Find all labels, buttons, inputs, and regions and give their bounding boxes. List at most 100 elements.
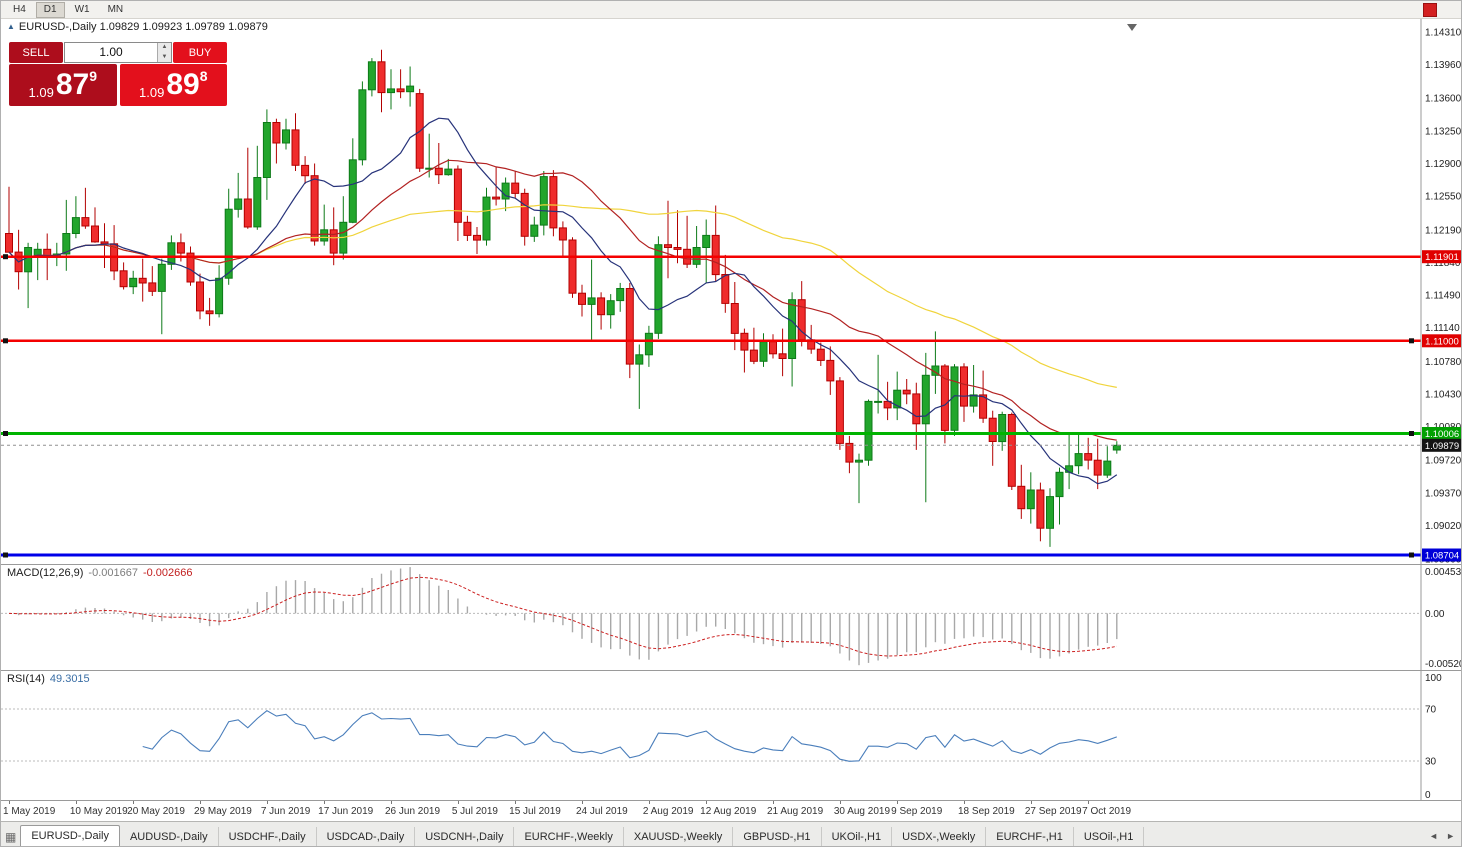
volume-down-icon[interactable]: ▼	[158, 52, 171, 62]
moving-average-lines	[8, 117, 1118, 485]
macd-histogram	[17, 567, 1118, 666]
timeframe-button-w1[interactable]: W1	[74, 3, 90, 15]
chart-tab-gbpusd-h1[interactable]: GBPUSD-,H1	[733, 827, 822, 846]
volume-up-icon[interactable]: ▲	[158, 43, 171, 53]
svg-text:1.10430: 1.10430	[1425, 389, 1462, 400]
chart-tab-eurusd-daily[interactable]: EURUSD-,Daily	[20, 825, 120, 846]
date-tick	[200, 801, 201, 804]
sell-price-prefix: 1.09	[28, 85, 54, 100]
chart-tab-eurchf-h1[interactable]: EURCHF-,H1	[986, 827, 1074, 846]
tab-scroll-left-icon[interactable]: ◄	[1429, 831, 1439, 841]
date-tick	[324, 801, 326, 804]
svg-text:1.09370: 1.09370	[1425, 488, 1462, 499]
date-label: 2 Aug 2019	[642, 806, 694, 817]
chart-tab-usdx-weekly[interactable]: USDX-,Weekly	[892, 827, 987, 846]
chart-tab-usdcad-daily[interactable]: USDCAD-,Daily	[317, 827, 416, 846]
chart-tab-audusd-daily[interactable]: AUDUSD-,Daily	[120, 827, 219, 846]
svg-text:1.09879: 1.09879	[1425, 441, 1459, 452]
date-label: 5 Jul 2019	[451, 806, 498, 817]
volume-box: 1.00 ▲ ▼	[64, 42, 172, 63]
svg-text:1.11490: 1.11490	[1425, 291, 1461, 302]
date-tick	[964, 801, 965, 804]
sell-price-button[interactable]: 1.09 87 9	[9, 64, 117, 106]
timeframe-button-d1[interactable]: D1	[35, 1, 65, 18]
chart-list-icon[interactable]: ▦	[5, 830, 17, 844]
rsi-label: RSI(14) 49.3015	[7, 673, 90, 685]
chart-tab-usdcnh-daily[interactable]: USDCNH-,Daily	[415, 827, 515, 846]
level-lines	[1, 254, 1421, 558]
chart-tab-usoil-h1[interactable]: USOil-,H1	[1074, 827, 1145, 846]
chart-tab-usdchf-daily[interactable]: USDCHF-,Daily	[219, 827, 317, 846]
svg-text:1.11000: 1.11000	[1425, 336, 1459, 347]
date-tick	[75, 801, 77, 804]
chart-tab-ukoil-h1[interactable]: UKOil-,H1	[822, 827, 893, 846]
chart-symbol-icon: ▲	[7, 22, 15, 31]
date-label: 15 Jul 2019	[509, 806, 561, 817]
macd-name: MACD(12,26,9)	[7, 567, 84, 579]
sell-price-big: 87	[55, 68, 90, 101]
macd-axis: 0.004536 0.00 -0.005205	[1425, 567, 1462, 670]
date-label: 20 May 2019	[127, 806, 185, 817]
timeframe-buttons: H4 D1 W1 MN	[5, 1, 133, 18]
svg-text:70: 70	[1425, 705, 1437, 716]
buy-price-button[interactable]: 1.09 89 8	[119, 64, 227, 106]
chart-symbol-period: EURUSD-,Daily	[18, 21, 97, 33]
buy-price-prefix: 1.09	[139, 85, 165, 100]
svg-text:100: 100	[1425, 673, 1442, 684]
macd-value-signal: -0.002666	[142, 567, 193, 579]
rsi-panel[interactable]: 100 70 30 0	[1, 670, 1462, 800]
svg-text:1.14310: 1.14310	[1425, 28, 1462, 39]
svg-text:1.12550: 1.12550	[1425, 192, 1462, 203]
macd-panel[interactable]: 0.004536 0.00 -0.005205	[1, 564, 1462, 670]
buy-button[interactable]: BUY	[173, 42, 227, 63]
main-chart-panel[interactable]: 1.14310 1.13960 1.13600 1.13250 1.12900 1.125…	[1, 18, 1462, 564]
svg-text:1.13250: 1.13250	[1425, 126, 1462, 137]
svg-text:1.12900: 1.12900	[1425, 159, 1462, 170]
svg-text:1.08704: 1.08704	[1425, 551, 1459, 562]
macd-label: MACD(12,26,9) -0.001667 -0.002666	[7, 567, 193, 579]
date-axis[interactable]: 1 May 2019 10 May 2019 20 May 2019 29 May 2…	[1, 800, 1461, 822]
alert-icon[interactable]	[1423, 3, 1437, 17]
timeframe-button-h4[interactable]: H4	[13, 3, 26, 15]
date-tick	[1088, 801, 1090, 804]
date-label: 9 Sep 2019	[891, 806, 943, 817]
date-tick	[266, 801, 268, 804]
date-label: 1 May 2019	[3, 806, 56, 817]
date-tick	[391, 801, 392, 804]
svg-text:0.00: 0.00	[1425, 609, 1445, 620]
chart-tab-bar: ▦ EURUSD-,Daily AUDUSD-,Daily USDCHF-,Dail…	[1, 821, 1461, 846]
svg-text:0.004536: 0.004536	[1425, 567, 1462, 578]
svg-text:1.11901: 1.11901	[1425, 252, 1459, 263]
chart-tabs: EURUSD-,Daily AUDUSD-,Daily USDCHF-,Daily U…	[20, 825, 1145, 846]
date-label: 12 Aug 2019	[700, 806, 757, 817]
timeframe-button-mn[interactable]: MN	[107, 3, 124, 15]
chart-shift-marker	[1127, 24, 1137, 31]
price-tags: 1.11901 1.11000 1.10006 1.08704 1.09879	[1422, 250, 1461, 562]
chart-ohlc: 1.09829 1.09923 1.09789 1.09879	[99, 21, 268, 33]
date-tick	[582, 801, 583, 804]
date-tick	[1030, 801, 1032, 804]
svg-text:30: 30	[1425, 757, 1437, 768]
date-tick	[897, 801, 899, 804]
sell-button[interactable]: SELL	[9, 42, 63, 63]
svg-text:1.13600: 1.13600	[1425, 94, 1462, 105]
rsi-axis: 100 70 30 0	[1425, 673, 1442, 800]
date-label: 26 Jun 2019	[385, 806, 441, 817]
svg-text:1.13960: 1.13960	[1425, 60, 1462, 71]
tab-scroll-right-icon[interactable]: ►	[1446, 831, 1455, 841]
macd-signal-line	[8, 576, 1117, 657]
date-label: 17 Jun 2019	[318, 806, 374, 817]
date-label: 30 Aug 2019	[833, 806, 891, 817]
date-label: 27 Sep 2019	[1024, 806, 1082, 817]
date-label: 29 May 2019	[194, 806, 252, 817]
buy-price-sup: 8	[199, 68, 208, 84]
chart-tab-eurchf-weekly[interactable]: EURCHF-,Weekly	[514, 827, 624, 846]
chart-tab-xauusd-weekly[interactable]: XAUUSD-,Weekly	[624, 827, 734, 846]
date-tick	[457, 801, 459, 804]
date-tick	[839, 801, 841, 804]
svg-text:1.10780: 1.10780	[1425, 357, 1462, 368]
one-click-trade-panel: SELL 1.00 ▲ ▼ BUY 1.09 87 9 1.09 89 8	[9, 42, 227, 106]
date-tick	[9, 801, 10, 804]
volume-input[interactable]: 1.00	[99, 45, 123, 59]
